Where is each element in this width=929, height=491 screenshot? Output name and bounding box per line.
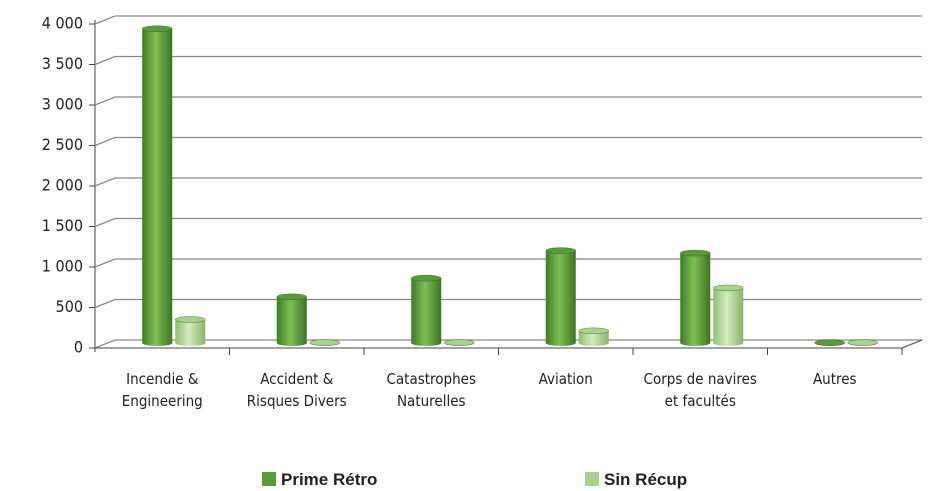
legend-label: Sin Récup <box>604 470 688 489</box>
legend-swatch <box>262 472 276 486</box>
bar-base <box>680 340 711 346</box>
grid-line <box>94 258 922 268</box>
grid-line <box>94 339 922 349</box>
bar-base <box>175 340 206 346</box>
x-tick-label: Corps de navires et facultés <box>643 370 757 410</box>
grid-line <box>94 177 922 187</box>
bar <box>175 319 206 343</box>
bar-cap <box>276 293 307 301</box>
bar <box>578 330 609 343</box>
bar-cap <box>444 339 475 346</box>
bar <box>411 278 442 343</box>
x-tick-label: Catastrophes Naturelles <box>386 370 476 410</box>
x-tick-label: Aviation <box>538 370 593 388</box>
x-tick-label: Accident & Risques Divers <box>246 370 347 410</box>
grid-line <box>94 136 922 147</box>
bar-cap <box>814 339 845 346</box>
legend-label: Prime Rétro <box>281 470 378 489</box>
y-tick-label: 3 500 <box>42 54 83 73</box>
bar-cap <box>545 247 576 254</box>
grid-line <box>94 217 922 228</box>
bar-base <box>545 340 576 346</box>
bar-base <box>276 340 307 346</box>
bar-cap <box>142 25 173 32</box>
bar-cap <box>309 339 340 346</box>
bar <box>680 253 711 343</box>
bar-cap <box>680 249 711 257</box>
bar <box>276 296 307 343</box>
bar-cap <box>175 316 206 323</box>
x-tick-label: Autres <box>812 370 857 388</box>
bar-cap <box>713 284 744 292</box>
floor <box>95 339 923 349</box>
bar-base <box>713 340 744 346</box>
legend-item: Sin Récup <box>585 470 687 490</box>
bar-cap <box>411 275 442 282</box>
y-tick-label: 500 <box>56 297 83 316</box>
y-tick-label: 2 000 <box>42 176 83 195</box>
y-tick-label: 0 <box>74 338 83 357</box>
y-tick-label: 4 000 <box>42 14 83 33</box>
bar <box>142 28 173 343</box>
grid-line <box>94 55 922 66</box>
x-tick-label: Incendie & Engineering <box>121 370 203 410</box>
bar-base <box>411 340 442 346</box>
bar <box>545 250 576 343</box>
bar-cap <box>578 327 609 335</box>
bar-base <box>142 340 173 346</box>
legend-swatch <box>585 472 599 486</box>
grid-line <box>94 15 922 25</box>
y-tick-label: 1 000 <box>42 257 83 276</box>
y-tick-label: 2 500 <box>42 135 83 154</box>
grid-line <box>94 96 922 106</box>
bar-cap <box>847 339 878 346</box>
bar-base <box>578 340 609 346</box>
y-tick-label: 1 500 <box>42 216 83 235</box>
grid-line <box>94 298 922 309</box>
bar <box>713 287 744 343</box>
y-tick-label: 3 000 <box>42 95 83 114</box>
legend-item: Prime Rétro <box>262 470 377 490</box>
